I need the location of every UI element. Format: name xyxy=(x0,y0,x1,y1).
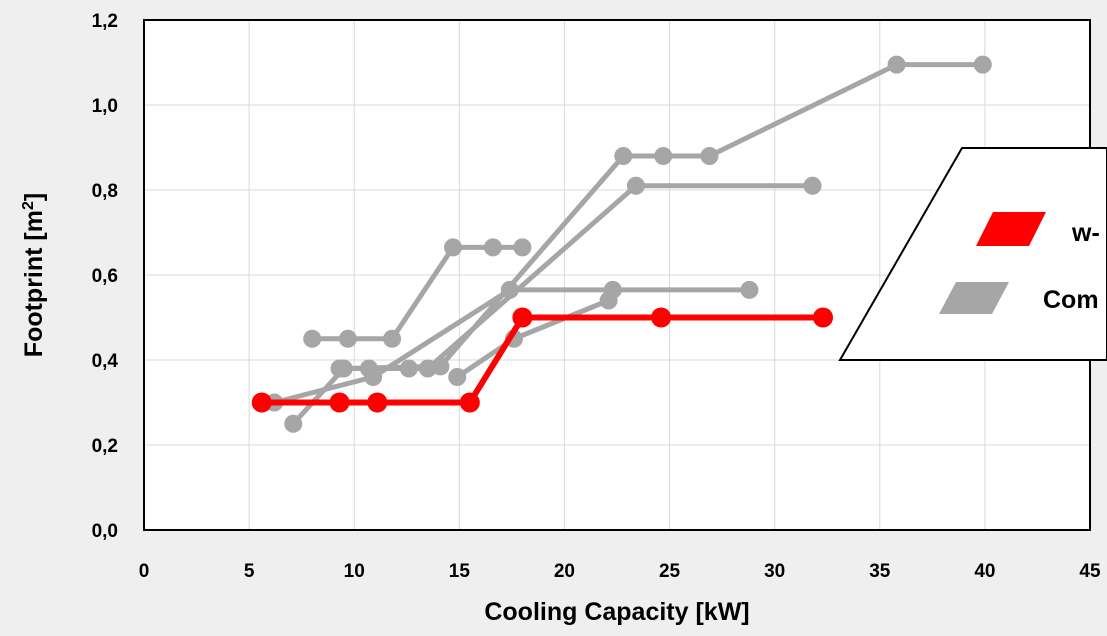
y-tick-label: 0,0 xyxy=(92,521,118,542)
data-point xyxy=(512,307,533,328)
legend-box xyxy=(838,147,1107,361)
x-axis-title: Cooling Capacity [kW] xyxy=(484,598,749,626)
data-point xyxy=(448,368,467,386)
x-tick-label: 25 xyxy=(659,561,681,582)
data-point xyxy=(483,238,502,257)
data-point xyxy=(973,55,992,74)
data-point xyxy=(803,176,822,195)
y-tick-label: 0,6 xyxy=(92,266,118,287)
data-point xyxy=(651,307,672,328)
data-point xyxy=(740,280,759,299)
series-layer xyxy=(251,55,992,433)
data-point xyxy=(614,147,633,165)
data-point xyxy=(367,392,388,413)
legend-swatch-gray xyxy=(939,282,1009,314)
x-tick-label: 35 xyxy=(869,561,891,582)
data-point xyxy=(887,55,906,74)
data-point xyxy=(251,392,272,413)
x-tick-label: 30 xyxy=(764,561,785,582)
data-point xyxy=(329,392,350,413)
data-point xyxy=(284,414,303,433)
data-point xyxy=(626,176,645,195)
data-point xyxy=(364,368,383,386)
legend: w- Com xyxy=(838,147,1107,361)
y-tick-labels: 0,0 0,2 0,4 0,6 0,8 1,0 1,2 xyxy=(92,11,119,542)
x-tick-labels: 0 5 10 15 20 25 30 35 40 45 xyxy=(139,561,1101,582)
x-tick-label: 5 xyxy=(244,561,255,582)
x-tick-label: 45 xyxy=(1079,561,1101,582)
data-point xyxy=(813,307,834,328)
x-tick-label: 20 xyxy=(554,561,575,582)
legend-swatch-red xyxy=(976,212,1046,246)
series-4 xyxy=(284,55,992,433)
data-point xyxy=(459,392,480,413)
data-point xyxy=(700,147,719,165)
y-tick-label: 0,8 xyxy=(92,181,118,202)
data-point xyxy=(654,147,673,165)
x-tick-label: 0 xyxy=(139,561,150,582)
data-point xyxy=(513,238,532,257)
series-line xyxy=(291,62,983,426)
y-axis-title: Footprint [m2] xyxy=(20,193,48,357)
data-point xyxy=(334,359,353,378)
data-point xyxy=(338,329,357,348)
data-point xyxy=(303,329,322,348)
x-tick-label: 15 xyxy=(449,561,471,582)
series-0 xyxy=(251,307,834,413)
data-point xyxy=(383,329,402,348)
y-tick-label: 0,4 xyxy=(92,351,119,372)
series-5 xyxy=(448,291,618,386)
series-1 xyxy=(303,238,532,348)
x-tick-label: 10 xyxy=(344,561,365,582)
legend-label-2: Com xyxy=(1043,286,1099,314)
data-point xyxy=(431,357,450,376)
y-tick-label: 1,2 xyxy=(92,11,118,32)
x-tick-label: 40 xyxy=(974,561,995,582)
data-point xyxy=(599,291,618,310)
y-tick-label: 1,0 xyxy=(92,96,118,117)
y-tick-label: 0,2 xyxy=(92,436,118,457)
legend-label-1: w- xyxy=(1071,219,1100,247)
data-point xyxy=(444,238,463,257)
